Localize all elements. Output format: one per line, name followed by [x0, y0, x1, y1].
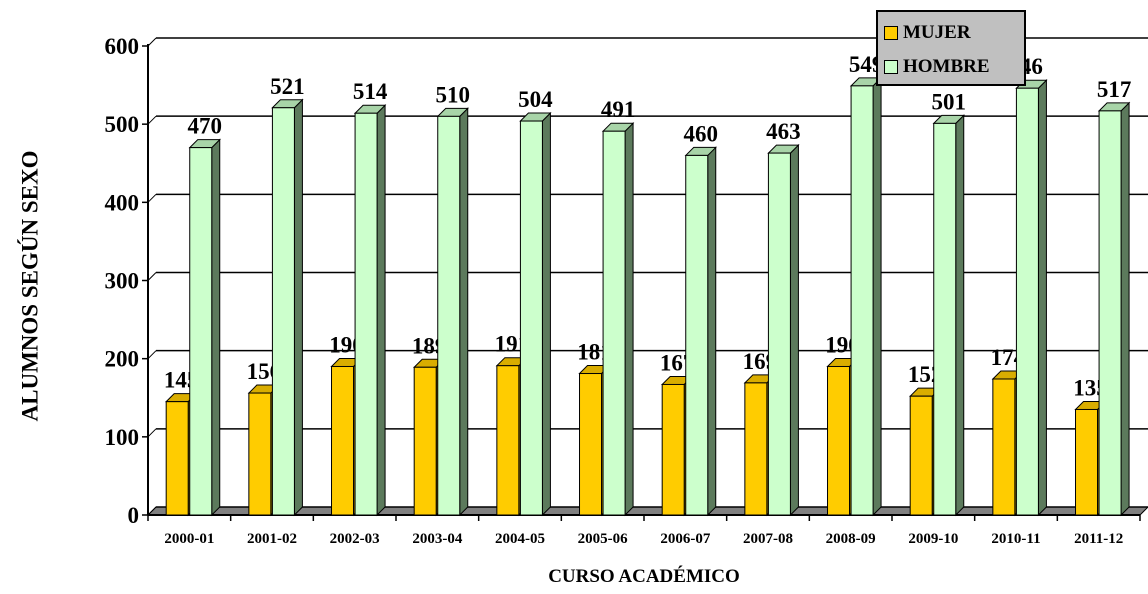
- x-tick-label: 2011-12: [1074, 531, 1123, 547]
- data-label-hombre: 521: [270, 74, 305, 99]
- bar-side-hombre: [624, 121, 634, 517]
- bar-mujer: [413, 366, 437, 516]
- bar-side-hombre: [789, 143, 799, 517]
- data-label-hombre: 460: [683, 121, 718, 146]
- x-tick-label: 2009-10: [908, 531, 958, 547]
- bar-mujer: [248, 392, 272, 516]
- legend: MUJER HOMBRE: [876, 10, 1026, 86]
- bar-hombre: [519, 120, 543, 516]
- bar-mujer: [579, 373, 603, 516]
- bar-mujer: [165, 401, 189, 516]
- bar-hombre: [189, 147, 213, 516]
- y-tick-label: 200: [105, 347, 140, 372]
- data-label-hombre: 470: [187, 114, 222, 139]
- gridline-depth: [147, 272, 157, 281]
- x-tick-label: 2002-03: [330, 531, 380, 547]
- bar-mujer: [744, 382, 768, 516]
- data-label-hombre: 501: [931, 89, 966, 114]
- x-tick-label: 2003-04: [412, 531, 462, 547]
- y-tick-label: 100: [105, 425, 140, 450]
- bar-hombre: [767, 152, 791, 516]
- bar-hombre: [1098, 110, 1122, 516]
- bar-side-hombre: [211, 138, 221, 517]
- x-tick-label: 2007-08: [743, 531, 793, 547]
- bar-hombre: [1015, 87, 1039, 516]
- gridline-depth: [147, 193, 157, 203]
- x-tick-label: 2006-07: [660, 531, 710, 547]
- bar-hombre: [685, 154, 709, 516]
- x-tick-label: 2000-01: [164, 531, 214, 547]
- bar-hombre: [602, 130, 626, 516]
- bar-side-hombre: [955, 114, 965, 517]
- legend-item-hombre: HOMBRE: [884, 56, 990, 78]
- bar-side-hombre: [1120, 101, 1130, 517]
- x-tick-label: 2008-09: [826, 531, 876, 547]
- data-label-hombre: 514: [353, 79, 388, 104]
- y-tick-label: 0: [128, 503, 140, 528]
- x-tick-label: 2004-05: [495, 531, 545, 547]
- y-tick-label: 400: [105, 190, 140, 215]
- data-label-hombre: 463: [766, 119, 801, 144]
- legend-item-mujer: MUJER: [884, 22, 971, 44]
- bar-side-hombre: [293, 98, 303, 517]
- bar-hombre: [850, 85, 874, 516]
- gridline-depth: [147, 350, 157, 360]
- x-axis-title: CURSO ACADÉMICO: [548, 566, 740, 587]
- gridline-depth: [147, 506, 157, 516]
- legend-label-mujer: MUJER: [903, 22, 971, 43]
- legend-label-hombre: HOMBRE: [903, 56, 990, 77]
- y-tick-label: 600: [105, 34, 140, 59]
- data-label-hombre: 504: [518, 87, 553, 112]
- legend-swatch-hombre: [884, 60, 898, 74]
- y-axis-title-wrap: ALUMNOS SEGÚN SEXO: [10, 86, 50, 486]
- bar-side-hombre: [541, 111, 551, 517]
- bar-mujer: [909, 395, 933, 516]
- data-label-hombre: 510: [435, 82, 470, 107]
- bar-side-hombre: [1037, 79, 1047, 517]
- x-tick-label: 2005-06: [578, 531, 628, 547]
- bar-side-hombre: [376, 104, 386, 517]
- bar-mujer: [661, 383, 685, 516]
- bar-hombre: [437, 115, 461, 516]
- bar-hombre: [271, 107, 295, 516]
- gridline-depth: [147, 37, 157, 47]
- y-tick-label: 500: [105, 112, 140, 137]
- bar-mujer: [1075, 408, 1099, 516]
- gridline-depth: [147, 115, 157, 125]
- bar-mujer: [496, 365, 520, 516]
- bar-side-hombre: [459, 107, 469, 517]
- data-label-hombre: 517: [1097, 77, 1132, 102]
- bar-side-hombre: [872, 76, 882, 517]
- data-label-hombre: 491: [601, 97, 636, 122]
- legend-swatch-mujer: [884, 26, 898, 40]
- bar-side-hombre: [707, 146, 717, 517]
- bar-mujer: [827, 365, 851, 516]
- bar-mujer: [992, 378, 1016, 516]
- bar-hombre: [354, 112, 378, 516]
- y-axis-title: ALUMNOS SEGÚN SEXO: [17, 150, 42, 422]
- gridline-depth: [147, 428, 157, 438]
- bar-hombre: [933, 122, 957, 516]
- x-tick-label: 2001-02: [247, 531, 297, 547]
- x-tick-label: 2010-11: [991, 531, 1040, 547]
- y-tick-label: 300: [105, 269, 140, 294]
- bar-mujer: [331, 365, 355, 516]
